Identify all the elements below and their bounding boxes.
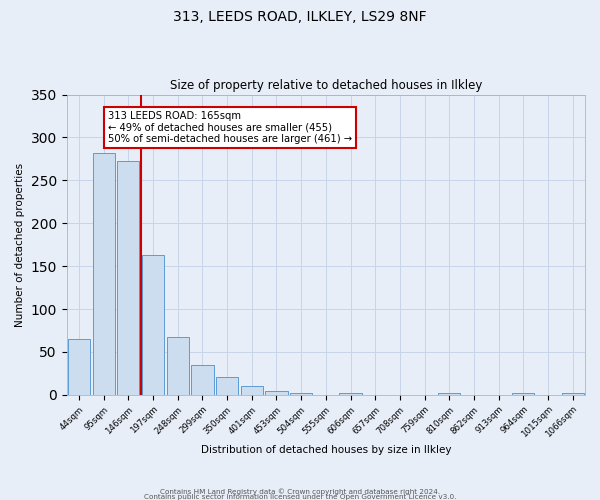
Title: Size of property relative to detached houses in Ilkley: Size of property relative to detached ho… xyxy=(170,79,482,92)
Bar xyxy=(265,390,287,395)
Bar xyxy=(216,377,238,395)
Bar xyxy=(438,393,460,395)
Bar xyxy=(562,393,584,395)
Text: Contains public sector information licensed under the Open Government Licence v3: Contains public sector information licen… xyxy=(144,494,456,500)
Y-axis label: Number of detached properties: Number of detached properties xyxy=(15,162,25,326)
Bar xyxy=(92,153,115,395)
Text: Contains HM Land Registry data © Crown copyright and database right 2024.: Contains HM Land Registry data © Crown c… xyxy=(160,488,440,495)
X-axis label: Distribution of detached houses by size in Ilkley: Distribution of detached houses by size … xyxy=(200,445,451,455)
Bar xyxy=(340,393,362,395)
Bar xyxy=(167,338,189,395)
Bar xyxy=(512,393,535,395)
Text: 313 LEEDS ROAD: 165sqm
← 49% of detached houses are smaller (455)
50% of semi-de: 313 LEEDS ROAD: 165sqm ← 49% of detached… xyxy=(108,111,352,144)
Bar xyxy=(290,393,312,395)
Bar xyxy=(68,339,90,395)
Bar xyxy=(117,162,139,395)
Bar xyxy=(241,386,263,395)
Text: 313, LEEDS ROAD, ILKLEY, LS29 8NF: 313, LEEDS ROAD, ILKLEY, LS29 8NF xyxy=(173,10,427,24)
Bar xyxy=(191,365,214,395)
Bar xyxy=(142,255,164,395)
